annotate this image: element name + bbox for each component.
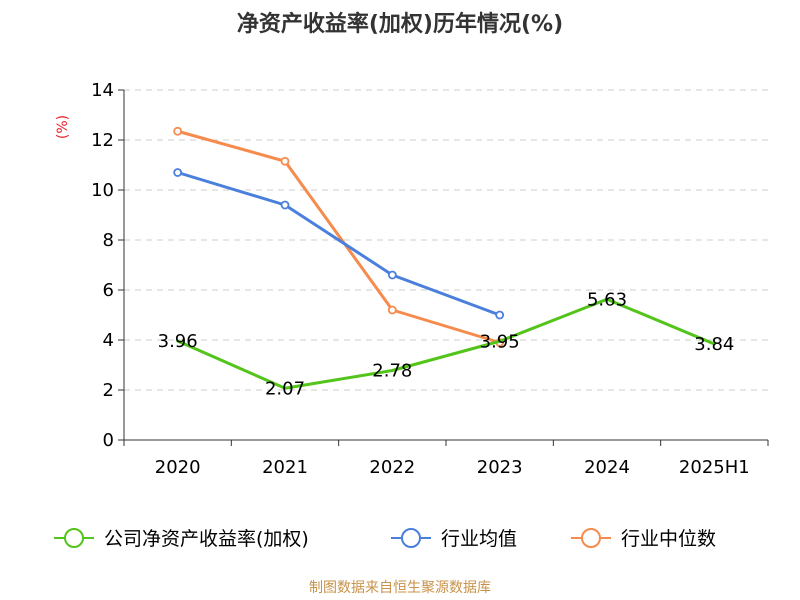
chart-title: 净资产收益率(加权)历年情况(%)	[237, 11, 563, 37]
y-tick-label: 10	[91, 180, 114, 201]
series-line	[176, 129, 502, 344]
legend-marker	[581, 528, 601, 548]
y-tick-label: 0	[103, 430, 114, 451]
y-tick-label: 14	[91, 80, 114, 101]
x-tick-label: 2020	[155, 457, 201, 478]
legend-label: 行业中位数	[621, 528, 716, 550]
y-tick-label: 12	[91, 130, 114, 151]
data-label: 2.07	[265, 378, 305, 399]
data-point	[173, 168, 183, 177]
legend-item[interactable]: 公司净资产收益率(加权)	[54, 528, 309, 550]
data-label: 3.84	[694, 334, 734, 355]
y-tick-label: 2	[103, 380, 114, 401]
data-label: 2.78	[372, 361, 412, 382]
data-point	[280, 200, 290, 210]
source-note: 制图数据来自恒生聚源数据库	[309, 580, 491, 596]
x-tick-label: 2024	[584, 457, 630, 478]
y-axis-unit-label: (%)	[55, 115, 71, 139]
y-tick-label: 4	[103, 330, 114, 351]
x-tick-label: 2025H1	[679, 457, 750, 478]
data-label: 5.63	[587, 289, 627, 310]
x-tick-label: 2021	[262, 457, 308, 478]
legend-item[interactable]: 行业中位数	[571, 528, 716, 550]
legend-marker	[401, 528, 421, 548]
y-tick-label: 8	[103, 230, 114, 251]
series-line	[176, 297, 716, 390]
data-label: 3.95	[480, 331, 520, 352]
data-label: 3.96	[158, 331, 198, 352]
x-tick-label: 2023	[477, 457, 523, 478]
data-labels: 3.96 2.07 2.78 3.95 5.63 3.84	[158, 289, 735, 399]
series-line	[176, 171, 502, 317]
axes: 0 2 4 6 8 10 12 14 2020 2021 2022 2023 2024 2025H1	[91, 80, 769, 478]
legend-label: 公司净资产收益率(加权)	[104, 528, 309, 550]
data-point	[387, 270, 397, 280]
data-point	[173, 126, 183, 136]
legend[interactable]: 公司净资产收益率(加权) 行业均值 行业中位数	[54, 528, 716, 550]
data-point	[495, 310, 505, 320]
legend-item[interactable]: 行业均值	[391, 528, 517, 550]
legend-label: 行业均值	[441, 528, 517, 550]
data-point	[387, 305, 397, 315]
gridlines	[124, 89, 768, 391]
y-tick-label: 6	[103, 280, 114, 301]
series-lines	[173, 126, 716, 390]
legend-marker	[64, 528, 84, 548]
x-tick-label: 2022	[369, 457, 415, 478]
data-point	[280, 156, 290, 166]
